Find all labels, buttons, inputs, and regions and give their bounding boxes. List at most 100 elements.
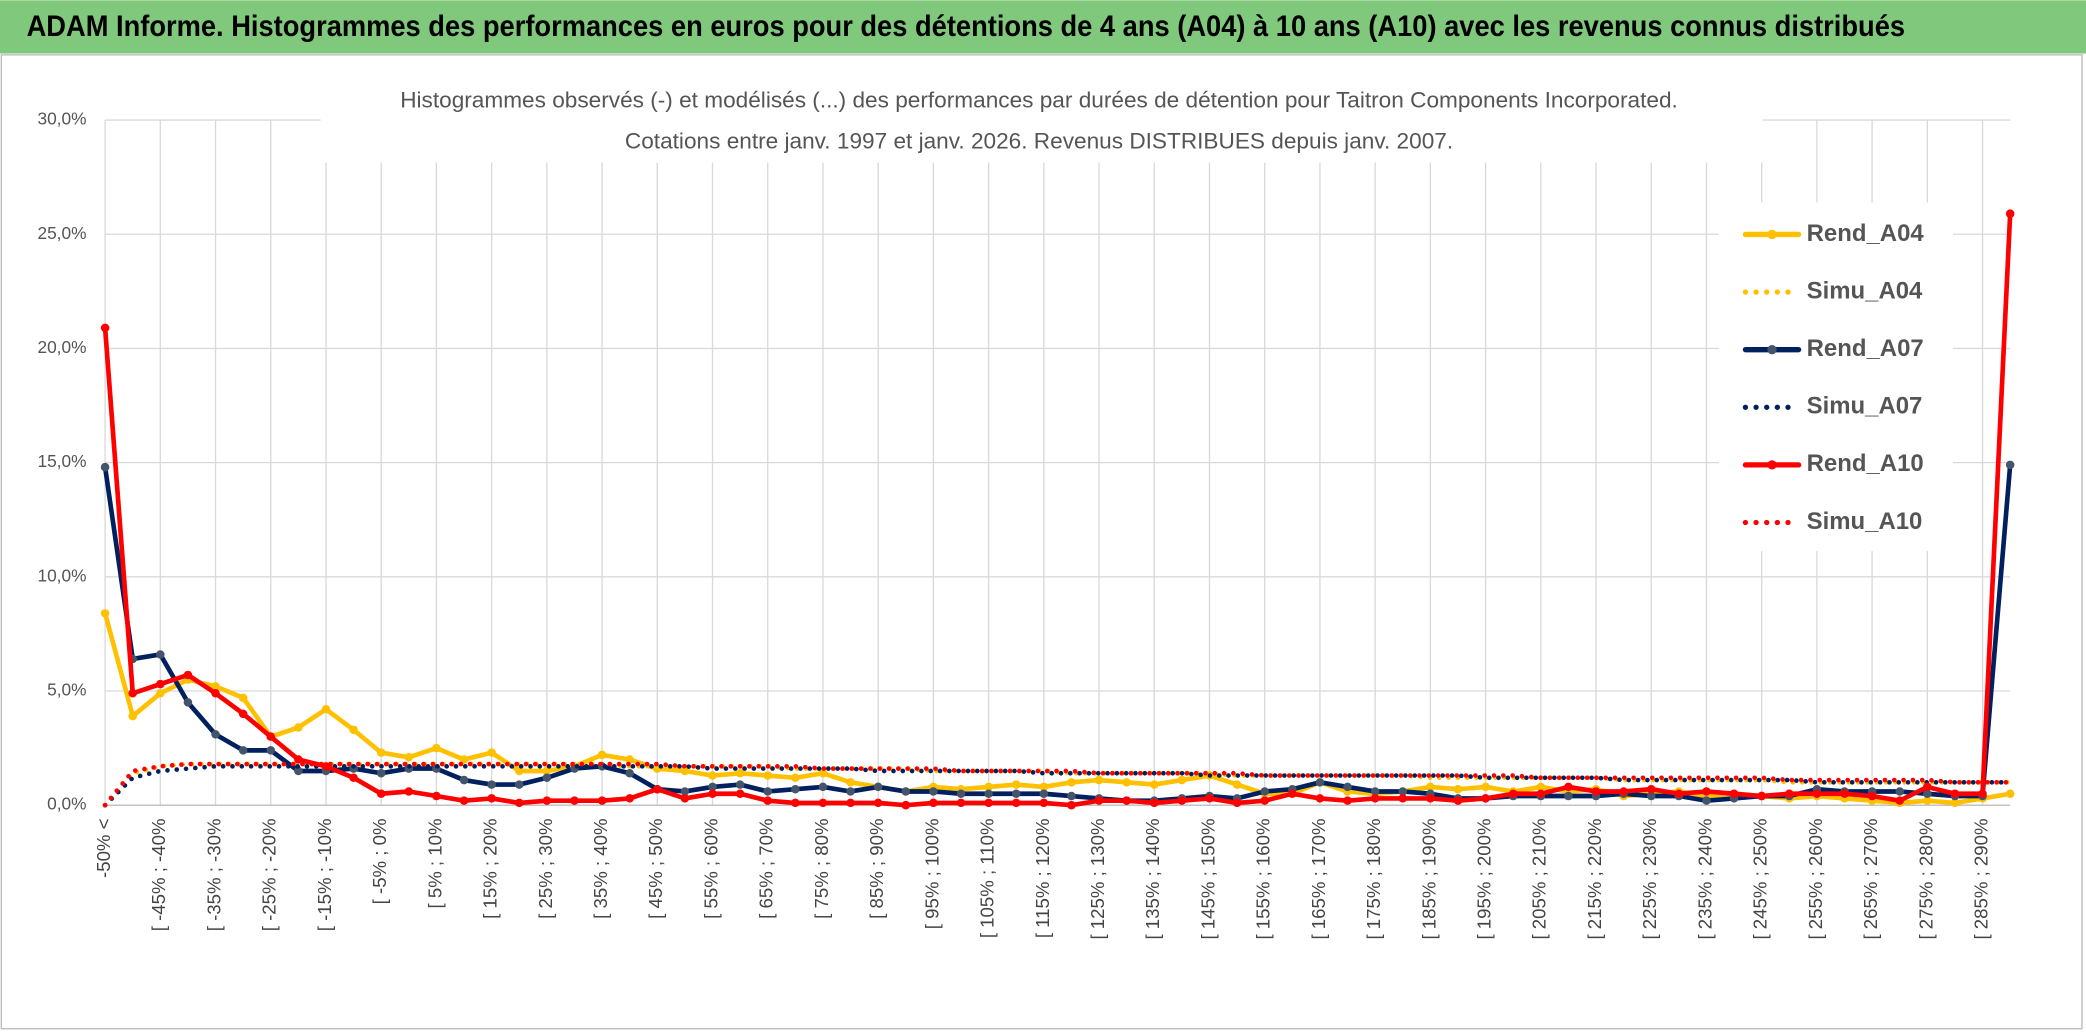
data-point: [1729, 789, 1739, 799]
data-point: [1895, 796, 1904, 805]
data-point: [321, 705, 331, 714]
data-point: [791, 798, 800, 808]
data-point: [708, 782, 717, 792]
data-point: [1646, 784, 1656, 794]
data-point: [984, 782, 993, 792]
legend-marker: [1767, 345, 1777, 355]
data-point: [156, 650, 165, 659]
data-point: [1232, 798, 1242, 808]
x-tick-label: [ 135% ; 140%: [1142, 818, 1163, 939]
x-tick-label: [ 55% ; 60%: [700, 818, 721, 918]
data-point: [1398, 794, 1408, 803]
data-point: [266, 746, 276, 755]
data-point: [349, 725, 358, 735]
data-point: [901, 800, 911, 810]
x-tick-label: [ 245% ; 250%: [1750, 818, 1771, 939]
legend-marker: [1767, 460, 1777, 470]
data-point: [597, 750, 607, 760]
legend-label: Rend_A07: [1807, 335, 1924, 362]
data-point: [1343, 782, 1352, 792]
series-line: [102, 761, 2013, 808]
x-tick-label: [ -45% ; -40%: [148, 818, 169, 931]
data-point: [929, 798, 938, 808]
data-point: [818, 798, 828, 808]
data-point: [1150, 780, 1159, 789]
data-point: [238, 746, 248, 755]
data-point: [1785, 789, 1794, 799]
x-tick-label: [ 95% ; 100%: [921, 818, 942, 929]
x-tick-label: [ 15% ; 20%: [480, 818, 501, 918]
data-point: [1343, 796, 1352, 805]
x-tick-label: [ 265% ; 270%: [1860, 818, 1881, 939]
data-point: [1591, 787, 1601, 796]
data-point: [763, 787, 772, 796]
header-title: ADAM Informe. Histogrammes des performan…: [27, 11, 1905, 43]
grid: 0,0% 5,0% 10,0% 15,0% 20,0% 25,0% 30,0% -50% < […: [37, 109, 2011, 940]
x-tick-label: [ 275% ; 280%: [1915, 818, 1936, 939]
data-point: [1923, 782, 1932, 792]
data-point: [846, 787, 855, 796]
data-point: [708, 771, 717, 780]
data-point: [238, 693, 248, 703]
data-point: [680, 766, 690, 776]
data-point: [929, 787, 938, 796]
data-point: [487, 794, 496, 803]
data-point: [266, 732, 276, 741]
data-point: [1757, 791, 1766, 801]
x-tick-label: [ 125% ; 130%: [1087, 818, 1108, 939]
data-point: [542, 796, 552, 805]
data-point: [459, 796, 469, 805]
data-point: [1122, 778, 1131, 787]
y-tick-label: 25,0%: [37, 223, 86, 243]
data-point: [487, 780, 496, 789]
x-tick-label: [ 225% ; 230%: [1639, 818, 1660, 939]
data-point: [873, 782, 883, 792]
data-point: [1315, 778, 1325, 787]
x-tick-label: [ 155% ; 160%: [1253, 818, 1274, 939]
data-point: [1536, 789, 1546, 799]
data-point: [1646, 791, 1656, 801]
x-tick-label: [ 35% ; 40%: [590, 818, 611, 918]
data-point: [2005, 460, 2015, 470]
data-point: [2005, 209, 2015, 218]
data-point: [183, 698, 193, 707]
x-tick-label: [ 175% ; 180%: [1363, 818, 1384, 939]
data-point: [984, 798, 993, 808]
data-point: [294, 723, 303, 732]
data-point: [211, 689, 220, 698]
data-point: [542, 766, 552, 776]
data-point: [514, 766, 524, 776]
chart-subtitle: Cotations entre janv. 1997 et janv. 2026…: [625, 129, 1453, 154]
x-tick-label: [ -35% ; -30%: [203, 818, 224, 931]
x-tick-label: [ 285% ; 290%: [1970, 818, 1991, 939]
data-point: [1895, 787, 1904, 796]
data-point: [1674, 789, 1684, 799]
data-point: [432, 791, 441, 801]
y-tick-label: 5,0%: [47, 680, 86, 700]
title-background: [320, 82, 1763, 163]
data-point: [1067, 778, 1076, 787]
data-point: [1867, 791, 1877, 801]
data-point: [1702, 796, 1711, 805]
data-point: [1564, 782, 1573, 792]
data-point: [183, 670, 193, 680]
data-point: [1067, 791, 1076, 801]
data-point: [1426, 782, 1435, 792]
data-point: [1481, 782, 1490, 792]
data-point: [487, 748, 496, 757]
x-tick-label: [ 65% ; 70%: [756, 818, 777, 918]
data-point: [128, 689, 137, 698]
data-point: [1232, 780, 1242, 789]
x-tick-label: [ 5% ; 10%: [424, 818, 445, 908]
x-tick-label: [ 25% ; 30%: [535, 818, 556, 918]
legend-background: [1718, 202, 1953, 552]
data-point: [1039, 789, 1049, 799]
x-tick-label: [ -15% ; -10%: [314, 818, 335, 931]
data-point: [597, 796, 607, 805]
x-tick-label: [ -5% ; 0%: [369, 818, 390, 904]
data-point: [818, 782, 828, 792]
legend-label: Simu_A04: [1807, 277, 1923, 304]
data-point: [1950, 798, 1960, 808]
legend-label: Simu_A07: [1807, 393, 1923, 420]
data-point: [376, 748, 386, 757]
